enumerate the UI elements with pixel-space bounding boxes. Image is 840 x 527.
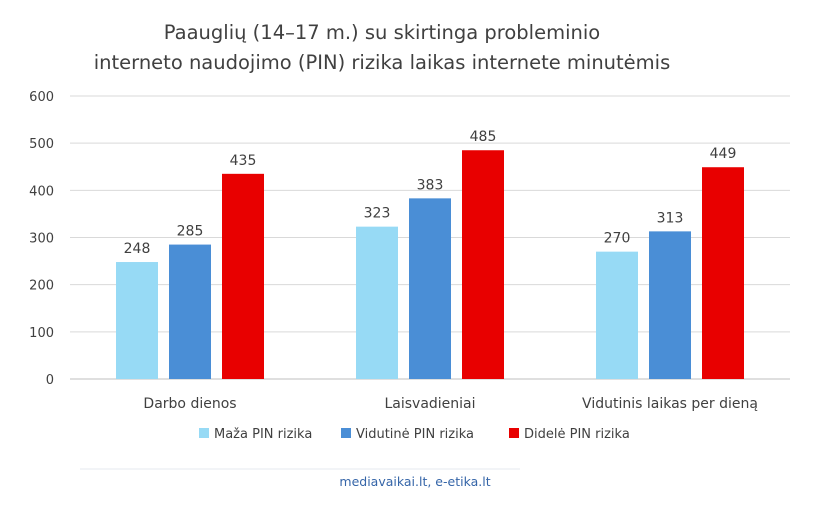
bar-3-2 xyxy=(462,150,504,379)
chart-title-line-2: interneto naudojimo (PIN) rizika laikas … xyxy=(94,51,671,74)
data-label: 383 xyxy=(417,177,444,193)
y-tick-label: 500 xyxy=(29,137,54,152)
legend-swatch xyxy=(341,428,351,438)
category-label: Laisvadieniai xyxy=(384,396,475,412)
y-tick-label: 400 xyxy=(29,184,54,199)
legend-entry: Didelė PIN rizika xyxy=(524,427,630,442)
data-label: 323 xyxy=(364,206,391,222)
legend-entry: Vidutinė PIN rizika xyxy=(356,427,474,442)
chart-title-line-1: Paauglių (14–17 m.) su skirtinga problem… xyxy=(164,21,600,44)
category-label: Darbo dienos xyxy=(143,396,236,412)
data-label: 270 xyxy=(604,231,631,247)
bar-2-2 xyxy=(409,198,451,379)
bar-1-2 xyxy=(356,226,398,379)
legend-swatch xyxy=(199,428,209,438)
data-label: 248 xyxy=(124,241,151,257)
bar-1-3 xyxy=(596,251,638,379)
data-label: 449 xyxy=(710,146,737,162)
legend-swatch xyxy=(509,428,519,438)
data-label: 313 xyxy=(657,210,684,226)
data-label: 285 xyxy=(177,224,204,240)
bar-2-1 xyxy=(169,244,211,379)
y-tick-label: 600 xyxy=(29,90,54,105)
bar-2-3 xyxy=(649,231,691,379)
bar-3-1 xyxy=(222,173,264,379)
y-tick-label: 0 xyxy=(46,373,54,388)
data-label: 485 xyxy=(470,129,497,145)
y-tick-label: 100 xyxy=(29,326,54,341)
y-tick-label: 200 xyxy=(29,279,54,294)
data-label: 435 xyxy=(230,153,257,169)
source-credit: mediavaikai.lt, e-etika.lt xyxy=(339,474,490,489)
bar-1-1 xyxy=(116,262,158,379)
y-tick-label: 300 xyxy=(29,232,54,247)
category-label: Vidutinis laikas per dieną xyxy=(582,396,758,412)
legend-entry: Maža PIN rizika xyxy=(214,427,312,442)
bar-3-3 xyxy=(702,167,744,379)
